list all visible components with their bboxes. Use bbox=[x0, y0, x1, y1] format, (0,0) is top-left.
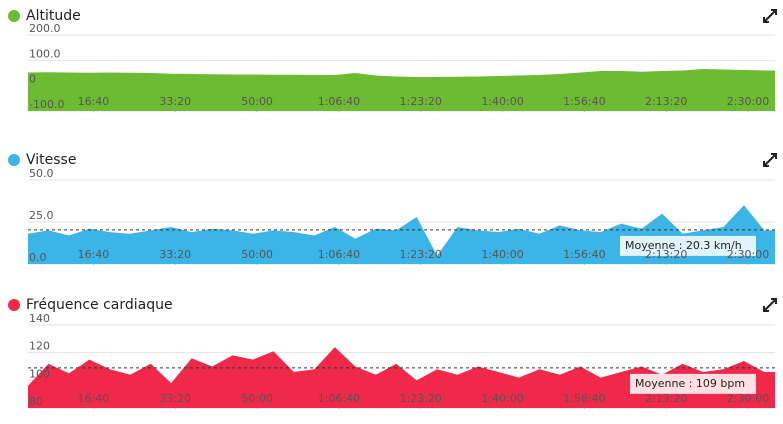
x-tick-label: 1:06:40 bbox=[318, 248, 360, 261]
expand-icon[interactable] bbox=[763, 153, 777, 167]
x-tick-label: 16:40 bbox=[78, 95, 110, 108]
y-tick-label: -100.0 bbox=[29, 98, 64, 111]
x-tick-label: 1:06:40 bbox=[318, 95, 360, 108]
chart-title: Fréquence cardiaque bbox=[26, 297, 173, 313]
x-tick-label: 1:40:00 bbox=[481, 248, 523, 261]
mean-box bbox=[630, 373, 756, 394]
x-tick-label: 1:56:40 bbox=[563, 248, 605, 261]
mean-label: Moyenne : 20.3 km/h bbox=[625, 239, 742, 252]
x-tick-label: 2:13:20 bbox=[645, 95, 687, 108]
x-tick-label: 16:40 bbox=[78, 392, 110, 405]
x-tick-label: 2:13:20 bbox=[645, 392, 687, 405]
mean-box bbox=[620, 235, 756, 256]
chart-title: Vitesse bbox=[26, 152, 76, 168]
x-tick-label: 2:13:20 bbox=[645, 248, 687, 261]
expand-icon[interactable] bbox=[763, 298, 777, 312]
mean-badge: Moyenne : 109 bpm bbox=[630, 373, 756, 394]
expand-icon[interactable] bbox=[763, 9, 777, 23]
mean-badge: Moyenne : 20.3 km/h bbox=[620, 235, 756, 256]
legend-dot bbox=[8, 10, 20, 22]
x-tick-label: 2:30:00 bbox=[727, 392, 769, 405]
x-tick-label: 50:00 bbox=[241, 392, 273, 405]
y-tick-label: 0 bbox=[29, 73, 36, 86]
y-tick-label: 0.0 bbox=[29, 251, 47, 264]
y-tick-label: 100 bbox=[29, 367, 50, 380]
legend-dot bbox=[8, 299, 20, 311]
x-tick-label: 50:00 bbox=[241, 95, 273, 108]
x-tick-label: 33:20 bbox=[159, 248, 191, 261]
y-tick-label: 200.0 bbox=[29, 22, 61, 35]
x-tick-label: 16:40 bbox=[78, 248, 110, 261]
x-tick-label: 1:23:20 bbox=[400, 95, 442, 108]
y-tick-label: 25.0 bbox=[29, 209, 54, 222]
expand-glyph bbox=[763, 153, 777, 167]
x-tick-label: 1:40:00 bbox=[481, 95, 523, 108]
y-tick-label: 140 bbox=[29, 312, 50, 325]
y-tick-label: 100.0 bbox=[29, 47, 61, 60]
legend-dot bbox=[8, 154, 20, 166]
x-tick-label: 50:00 bbox=[241, 248, 273, 261]
x-tick-label: 1:56:40 bbox=[563, 392, 605, 405]
x-tick-label: 1:06:40 bbox=[318, 392, 360, 405]
expand-glyph bbox=[763, 9, 777, 23]
x-tick-label: 33:20 bbox=[159, 95, 191, 108]
y-tick-label: 80 bbox=[29, 395, 43, 408]
x-tick-label: 1:23:20 bbox=[400, 392, 442, 405]
x-tick-label: 1:56:40 bbox=[563, 95, 605, 108]
x-tick-label: 33:20 bbox=[159, 392, 191, 405]
chart-title: Altitude bbox=[26, 8, 81, 24]
x-tick-label: 2:30:00 bbox=[727, 95, 769, 108]
x-tick-label: 1:40:00 bbox=[481, 392, 523, 405]
y-tick-label: 50.0 bbox=[29, 167, 54, 180]
mean-label: Moyenne : 109 bpm bbox=[635, 377, 745, 390]
area bbox=[28, 205, 775, 264]
expand-glyph bbox=[763, 298, 777, 312]
y-tick-label: 120 bbox=[29, 340, 50, 353]
x-tick-label: 2:30:00 bbox=[727, 248, 769, 261]
area bbox=[28, 68, 775, 111]
x-tick-label: 1:23:20 bbox=[400, 248, 442, 261]
area bbox=[28, 347, 775, 408]
